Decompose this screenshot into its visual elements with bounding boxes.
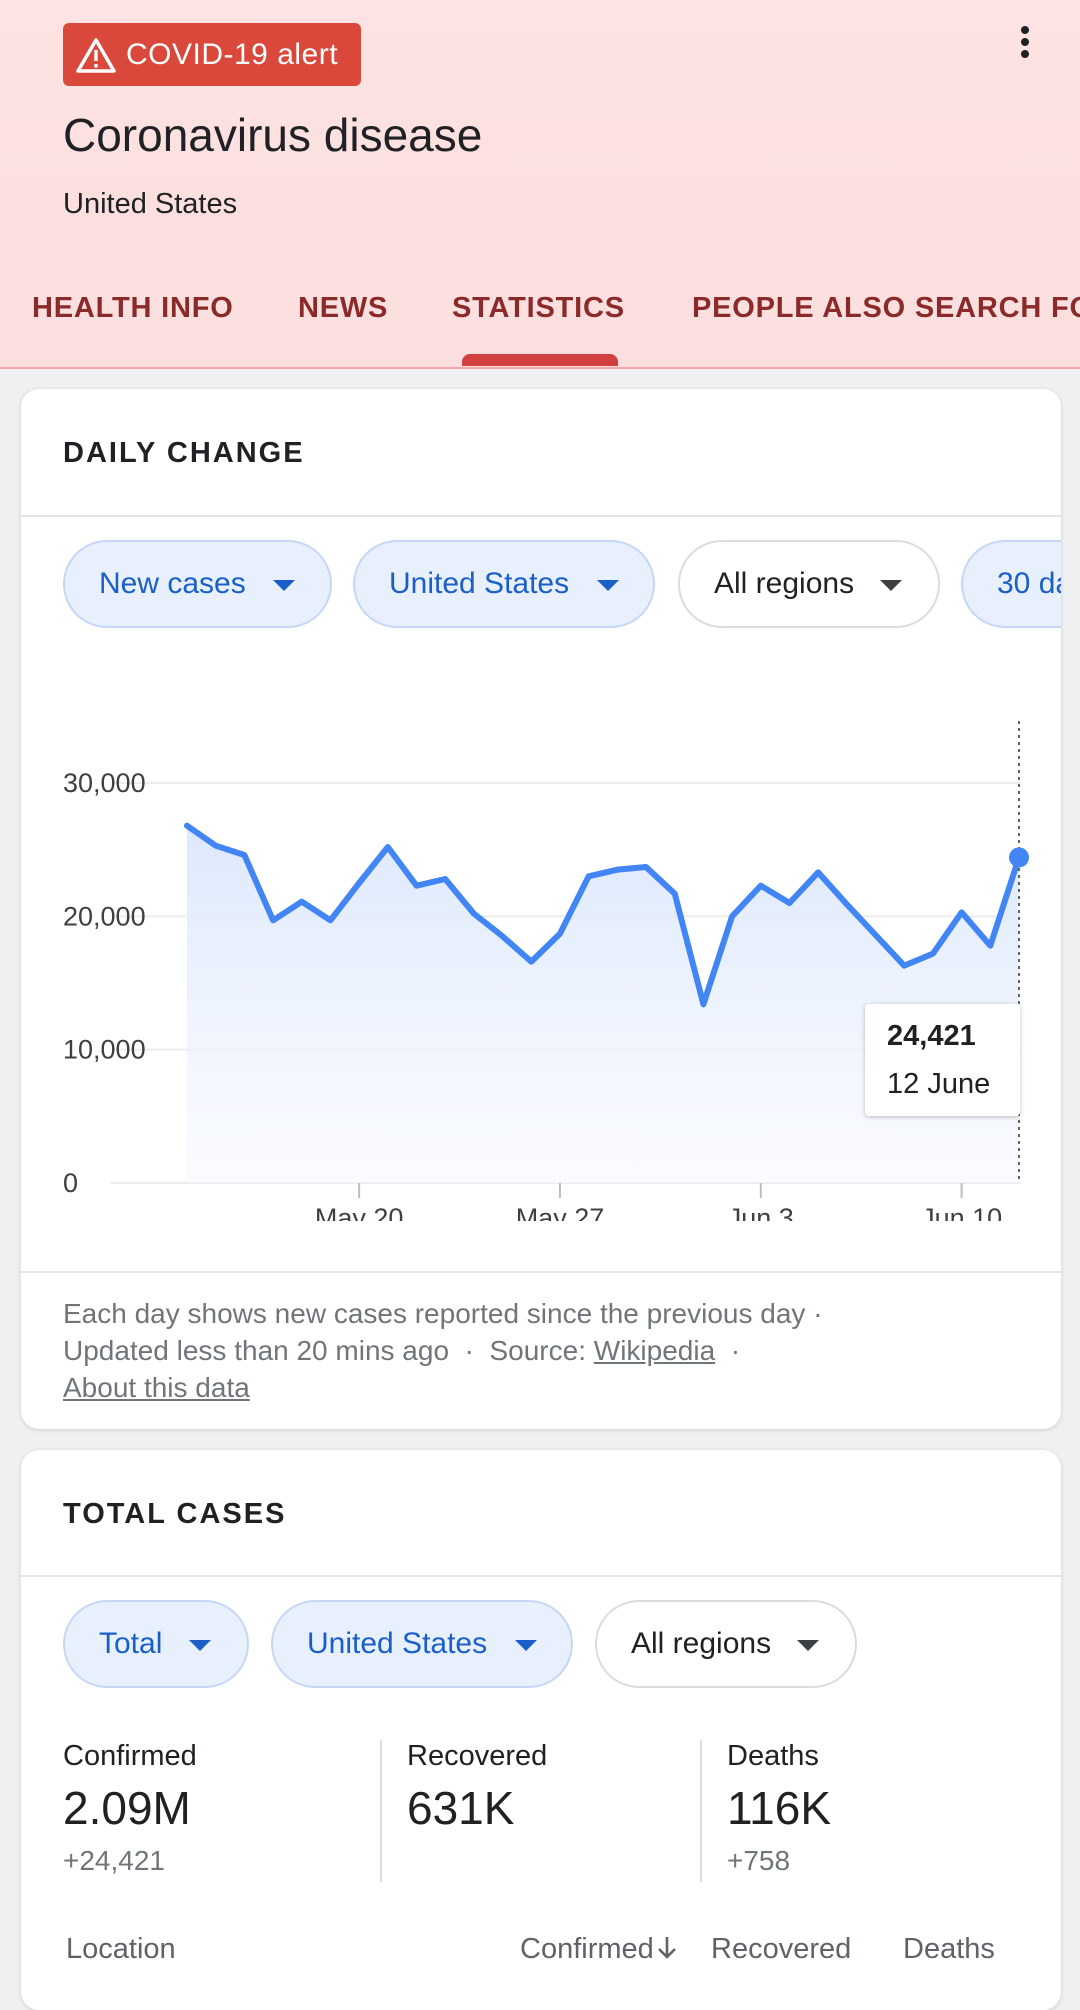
divider [21, 1575, 1061, 1577]
recovered-value: 631K [407, 1782, 515, 1834]
chart-footnote: Each day shows new cases reported since … [63, 1295, 1023, 1406]
covid-alert-badge[interactable]: COVID-19 alert [63, 23, 361, 86]
total-metric-label: Total [99, 1627, 163, 1660]
x-tick-label: Jun 10 [921, 1203, 1002, 1221]
column-header-location[interactable]: Location [66, 1933, 176, 1965]
alert-label: COVID-19 alert [126, 37, 339, 71]
new-cases-line [184, 822, 1022, 1008]
x-tick-label: Jun 3 [728, 1203, 794, 1221]
recovered-label: Recovered [407, 1740, 548, 1772]
divider [21, 515, 1061, 517]
time-range-dropdown-label: 30 da [997, 567, 1061, 600]
x-tick-label: May 27 [516, 1203, 605, 1221]
chart-tooltip: 24,421 12 June [865, 1004, 1020, 1116]
deaths-delta: +758 [727, 1845, 791, 1876]
deaths-label: Deaths [727, 1740, 819, 1772]
total-region-dropdown[interactable]: All regions [595, 1600, 857, 1688]
deaths-stat: Deaths 116K +758 [727, 1740, 831, 1877]
recovered-stat: Recovered 631K [407, 1740, 547, 1845]
y-tick-label: 20,000 [63, 901, 146, 931]
caret-down-icon [797, 1640, 819, 1651]
caret-down-icon [515, 1640, 537, 1651]
time-range-dropdown[interactable]: 30 da [961, 540, 1061, 628]
page-subtitle: United States [63, 188, 238, 220]
active-tab-indicator [462, 354, 618, 366]
total-cases-title: TOTAL CASES [63, 1498, 287, 1530]
footnote-source-label: Source: [489, 1335, 586, 1366]
area-fill [187, 825, 1019, 1183]
deaths-value: 116K [727, 1782, 832, 1834]
confirmed-label: Confirmed [63, 1740, 197, 1772]
more-options-icon[interactable] [1010, 22, 1040, 62]
confirmed-stat: Confirmed 2.09M +24,421 [63, 1740, 197, 1877]
daily-change-card: DAILY CHANGE New cases United States All… [21, 389, 1061, 1429]
selected-data-point[interactable] [1009, 847, 1029, 868]
stat-separator [700, 1740, 702, 1882]
y-tick-label: 30,000 [63, 768, 146, 798]
column-header-deaths[interactable]: Deaths [903, 1933, 995, 1965]
tab-statistics[interactable]: STATISTICS [452, 292, 625, 324]
caret-down-icon [273, 580, 295, 591]
metric-dropdown-label: New cases [99, 567, 246, 600]
daily-cases-chart[interactable]: 0 10,000 20,000 30,000 May 20 May 27 Jun 3 Jun … [21, 661, 1061, 1221]
stat-separator [380, 1740, 382, 1882]
covid-header: COVID-19 alert Coronavirus disease Unite… [0, 0, 1080, 369]
caret-down-icon [597, 580, 619, 591]
warning-icon [76, 37, 116, 73]
wikipedia-source-link[interactable]: Wikipedia [593, 1335, 716, 1366]
column-header-confirmed[interactable]: Confirmed [520, 1933, 678, 1966]
confirmed-delta: +24,421 [63, 1845, 165, 1876]
arrow-down-icon [657, 1937, 676, 1959]
footnote-description: Each day shows new cases reported since … [63, 1298, 823, 1329]
confirmed-value: 2.09M [63, 1782, 191, 1834]
country-dropdown[interactable]: United States [353, 540, 655, 628]
tooltip-value: 24,421 [887, 1020, 976, 1052]
total-metric-dropdown[interactable]: Total [63, 1600, 249, 1688]
tab-people-also-search[interactable]: PEOPLE ALSO SEARCH FO [692, 292, 1080, 324]
tab-health-info[interactable]: HEALTH INFO [32, 292, 234, 324]
total-country-dropdown[interactable]: United States [271, 1600, 573, 1688]
caret-down-icon [880, 580, 902, 591]
y-tick-label: 0 [63, 1168, 78, 1198]
total-region-label: All regions [631, 1627, 772, 1660]
total-country-label: United States [307, 1627, 488, 1660]
metric-dropdown[interactable]: New cases [63, 540, 332, 628]
tab-bar: HEALTH INFO NEWS STATISTICS PEOPLE ALSO … [0, 280, 1080, 367]
page-title: Coronavirus disease [63, 109, 483, 161]
country-dropdown-label: United States [389, 567, 570, 600]
tab-news[interactable]: NEWS [298, 292, 389, 324]
about-this-data-link[interactable]: About this data [63, 1372, 250, 1403]
daily-change-title: DAILY CHANGE [63, 437, 305, 469]
column-header-recovered[interactable]: Recovered [711, 1933, 852, 1965]
region-dropdown[interactable]: All regions [678, 540, 940, 628]
divider [21, 1271, 1061, 1273]
column-header-confirmed-label: Confirmed [520, 1933, 654, 1965]
total-cases-card: TOTAL CASES Total United States All regi… [21, 1450, 1061, 2010]
footnote-updated: Updated less than 20 mins ago [63, 1335, 450, 1366]
region-dropdown-label: All regions [714, 567, 855, 600]
caret-down-icon [189, 1640, 211, 1651]
y-tick-label: 10,000 [63, 1035, 146, 1065]
x-tick-label: May 20 [315, 1203, 404, 1221]
tooltip-date: 12 June [887, 1068, 991, 1100]
